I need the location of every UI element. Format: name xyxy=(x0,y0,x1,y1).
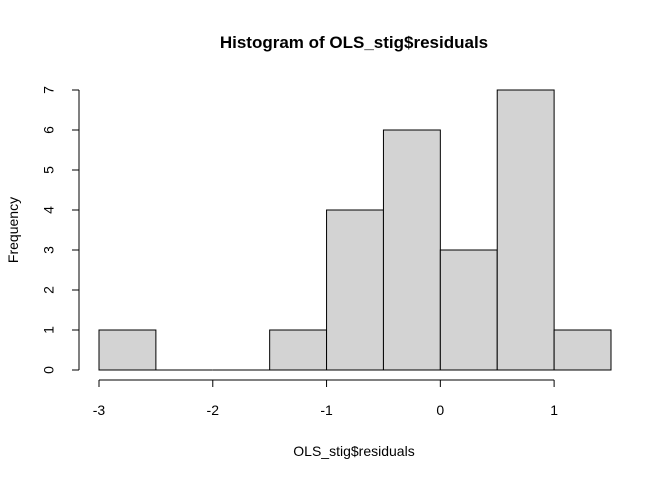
bars-group xyxy=(98,89,612,371)
y-tick-label-7: 7 xyxy=(41,86,57,94)
histogram-bar-8 xyxy=(553,329,612,371)
y-axis: 0 1 2 3 4 5 6 7 xyxy=(41,86,80,374)
y-tick-label-6: 6 xyxy=(41,126,57,134)
histogram-bar-7 xyxy=(496,89,555,371)
y-tick-label-5: 5 xyxy=(41,166,57,174)
histogram-bar-0 xyxy=(98,329,157,371)
x-tick-label-4: 1 xyxy=(550,402,558,418)
histogram-bar-6 xyxy=(439,249,498,371)
x-tick-label-0: -3 xyxy=(93,402,106,418)
y-tick-label-1: 1 xyxy=(41,326,57,334)
x-axis: -3 -2 -1 0 1 xyxy=(93,379,558,418)
histogram-bar-5 xyxy=(382,129,441,371)
x-tick-label-3: 0 xyxy=(436,402,444,418)
histogram-bar-3 xyxy=(269,329,328,371)
x-tick-label-1: -2 xyxy=(207,402,220,418)
y-tick-label-2: 2 xyxy=(41,286,57,294)
y-tick-label-4: 4 xyxy=(41,206,57,214)
y-tick-label-3: 3 xyxy=(41,246,57,254)
x-tick-label-2: -1 xyxy=(320,402,333,418)
histogram-bar-4 xyxy=(326,209,384,371)
y-axis-label: Frequency xyxy=(5,197,21,263)
x-axis-label: OLS_stig$residuals xyxy=(293,443,414,459)
chart-title: Histogram of OLS_stig$residuals xyxy=(220,33,488,52)
y-tick-label-0: 0 xyxy=(41,366,57,374)
